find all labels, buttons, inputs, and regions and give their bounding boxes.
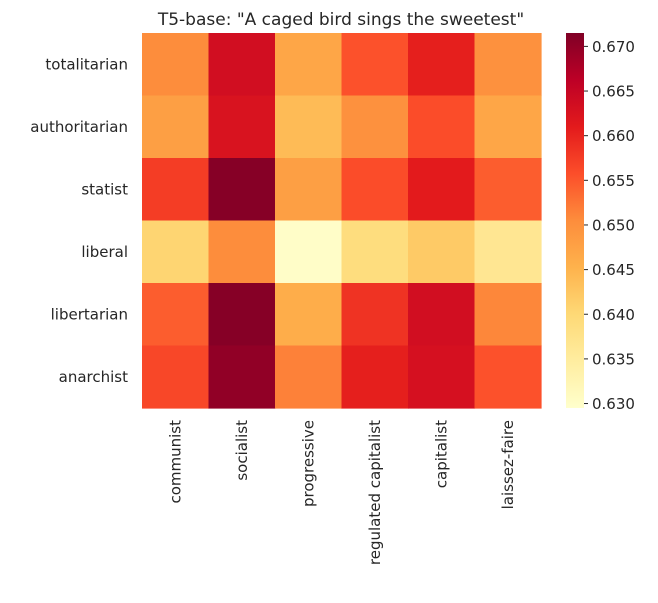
heatmap-cell [208,345,276,409]
x-tick-label: regulated capitalist [366,420,384,565]
heatmap-cell [341,95,409,159]
heatmap-cell [474,33,542,97]
y-tick-label: libertarian [51,305,128,323]
heatmap-cell [341,158,409,222]
x-axis-tick-labels: communist socialist progressive regulated c… [166,420,517,565]
heatmap-cell [474,95,542,159]
x-tick-label: communist [166,420,184,504]
heatmap-cell [408,283,476,347]
colorbar-tick-label: 0.660 [592,127,635,145]
heatmap-cell [408,158,476,222]
colorbar-tick-label: 0.630 [592,395,635,413]
heatmap-cell [474,283,542,347]
colorbar-tick-labels: 0.630 0.635 0.640 0.645 0.650 0.655 0.660 0.665… [584,38,635,413]
colorbar-tick-label: 0.635 [592,350,635,368]
y-axis-tick-labels: totalitarian authoritarian statist liberal l… [30,55,128,386]
y-tick-label: statist [81,180,128,198]
x-tick-label: socialist [233,420,251,481]
colorbar-tick-label: 0.640 [592,306,635,324]
heatmap-cell [142,33,210,97]
heatmap-cell [474,220,542,284]
heatmap-cell [142,95,210,159]
colorbar-tick-label: 0.670 [592,38,635,56]
heatmap-cell [341,220,409,284]
heatmap-cell [341,283,409,347]
colorbar [566,33,584,408]
heatmap-cells [142,33,542,409]
heatmap-cell [208,220,276,284]
heatmap-cell [341,345,409,409]
heatmap-cell [341,33,409,97]
heatmap-cell [275,345,343,409]
x-tick-label: laissez-faire [499,420,517,509]
heatmap-cell [408,95,476,159]
x-tick-label: progressive [299,420,317,507]
colorbar-tick-label: 0.650 [592,216,635,234]
heatmap-cell [474,345,542,409]
heatmap-cell [208,95,276,159]
heatmap-cell [142,345,210,409]
heatmap-cell [208,283,276,347]
heatmap-cell [408,220,476,284]
colorbar-tick-label: 0.645 [592,261,635,279]
y-tick-label: totalitarian [45,55,128,73]
heatmap-cell [408,33,476,97]
heatmap-cell [208,33,276,97]
colorbar-gradient [566,33,584,408]
heatmap-cell [408,345,476,409]
y-tick-label: anarchist [59,368,128,386]
x-tick-label: capitalist [432,420,450,488]
heatmap-cell [208,158,276,222]
chart-title: T5-base: "A caged bird sings the sweetes… [157,10,524,30]
y-tick-label: liberal [81,243,128,261]
heatmap-cell [275,220,343,284]
heatmap-cell [474,158,542,222]
colorbar-tick-label: 0.665 [592,83,635,101]
heatmap-cell [275,283,343,347]
colorbar-tick-label: 0.655 [592,172,635,190]
heatmap-cell [142,158,210,222]
heatmap-cell [142,220,210,284]
heatmap-cell [275,158,343,222]
heatmap-cell [142,283,210,347]
y-tick-label: authoritarian [30,118,128,136]
heatmap-cell [275,33,343,97]
heatmap-cell [275,95,343,159]
